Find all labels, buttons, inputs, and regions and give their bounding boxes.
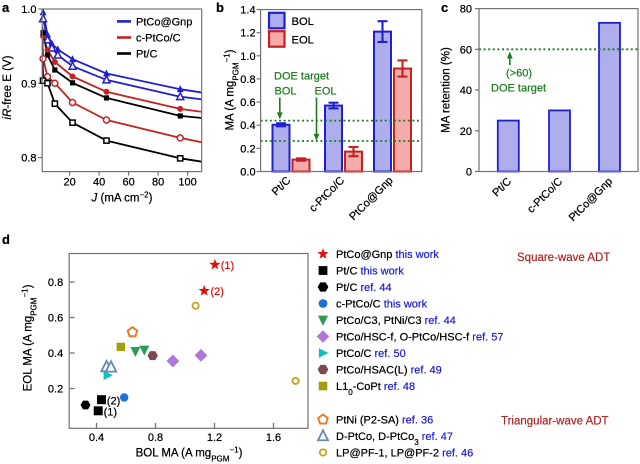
svg-text:0.8: 0.8 (148, 432, 163, 444)
svg-text:PtCo@Gnp this work: PtCo@Gnp this work (336, 249, 439, 261)
svg-text:PtCo@Gnp: PtCo@Gnp (567, 176, 615, 224)
svg-text:0.4: 0.4 (89, 432, 104, 444)
svg-text:60: 60 (460, 44, 472, 56)
svg-text:40: 40 (93, 177, 105, 189)
svg-text:0.4: 0.4 (48, 348, 63, 360)
svg-text:BOL: BOL (292, 16, 314, 28)
svg-text:(2): (2) (107, 396, 120, 408)
svg-text:(1): (1) (104, 406, 117, 418)
svg-text:0.6: 0.6 (240, 97, 255, 109)
svg-text:BOL MA (A mgPGM−1): BOL MA (A mgPGM−1) (136, 445, 243, 463)
svg-text:20: 20 (63, 177, 75, 189)
svg-text:LP@PF-1, LP@PF-2 ref. 46: LP@PF-1, LP@PF-2 ref. 46 (336, 448, 473, 460)
svg-text:Pt/C: Pt/C (490, 176, 514, 200)
svg-text:1.0: 1.0 (240, 51, 255, 63)
svg-text:Pt/C: Pt/C (136, 48, 157, 60)
svg-text:Pt/C: Pt/C (270, 175, 294, 199)
svg-text:0.4: 0.4 (240, 120, 255, 132)
svg-text:0.2: 0.2 (48, 384, 63, 396)
svg-text:PtCo/HSAC(L) ref. 49: PtCo/HSAC(L) ref. 49 (336, 365, 442, 377)
svg-text:0.9: 0.9 (21, 78, 36, 90)
svg-text:BOL: BOL (275, 86, 297, 98)
svg-text:c-PtCo/C: c-PtCo/C (136, 32, 181, 44)
svg-text:(>60): (>60) (506, 68, 532, 80)
svg-text:Triangular-wave ADT: Triangular-wave ADT (501, 416, 609, 428)
svg-text:d: d (2, 232, 10, 247)
svg-text:Pt/C this work: Pt/C this work (336, 266, 404, 278)
svg-text:MA retention (%): MA retention (%) (441, 47, 453, 133)
svg-text:80: 80 (460, 4, 472, 16)
svg-text:DOE target: DOE target (491, 83, 546, 95)
svg-text:a: a (2, 0, 10, 15)
svg-text:PtCo@Gnp: PtCo@Gnp (136, 16, 192, 28)
svg-text:Square-wave ADT: Square-wave ADT (517, 252, 610, 264)
svg-text:PtCo/C3, PtNi/C3 ref. 44: PtCo/C3, PtNi/C3 ref. 44 (336, 315, 456, 327)
svg-text:b: b (216, 0, 224, 15)
svg-text:(2): (2) (211, 286, 224, 298)
svg-text:0.8: 0.8 (48, 277, 63, 289)
svg-text:40: 40 (460, 85, 472, 97)
svg-text:60: 60 (122, 177, 134, 189)
svg-text:20: 20 (460, 126, 472, 138)
svg-text:MA (A mgPGM−1): MA (A mgPGM−1) (222, 49, 240, 130)
svg-text:c-PtCo/C this work: c-PtCo/C this work (336, 299, 428, 311)
svg-text:c-PtCo/C: c-PtCo/C (525, 176, 565, 216)
svg-text:0.8: 0.8 (240, 74, 255, 86)
svg-text:0: 0 (466, 167, 472, 179)
svg-text:EOL: EOL (315, 86, 337, 98)
svg-text:1.6: 1.6 (266, 432, 281, 444)
svg-text:0.2: 0.2 (240, 143, 255, 155)
svg-text:(1): (1) (221, 260, 234, 272)
svg-text:1.2: 1.2 (207, 432, 222, 444)
svg-text:0.6: 0.6 (48, 313, 63, 325)
svg-text:Pt/C ref. 44: Pt/C ref. 44 (336, 282, 392, 294)
svg-text:c: c (441, 0, 448, 15)
svg-text:1.2: 1.2 (240, 28, 255, 40)
svg-text:c-PtCo/C: c-PtCo/C (307, 175, 347, 215)
svg-text:PtCo@Gnp: PtCo@Gnp (347, 175, 395, 223)
svg-text:1.4: 1.4 (240, 5, 255, 17)
svg-text:DOE target: DOE target (274, 70, 329, 82)
svg-text:80: 80 (152, 177, 164, 189)
svg-text:J (mA cm−2): J (mA cm−2) (91, 190, 153, 205)
svg-text:PtCo/C ref. 50: PtCo/C ref. 50 (336, 348, 406, 360)
svg-text:1.0: 1.0 (21, 4, 36, 16)
svg-text:100: 100 (178, 177, 196, 189)
svg-text:EOL: EOL (292, 34, 314, 46)
svg-text:0.8: 0.8 (21, 153, 36, 165)
svg-text:iR-free E (V): iR-free E (V) (2, 55, 14, 119)
svg-text:D-PtCo, D-PtCo3 ref. 47: D-PtCo, D-PtCo3 ref. 47 (336, 431, 453, 447)
svg-text:0.0: 0.0 (240, 167, 255, 179)
svg-text:EOL MA (A mgPGM−1): EOL MA (A mgPGM−1) (20, 284, 38, 391)
svg-text:PtCo/HSC-f, O-PtCo/HSC-f ref.: PtCo/HSC-f, O-PtCo/HSC-f ref. 57 (336, 332, 503, 344)
svg-text:PtNi (P2-SA) ref. 36: PtNi (P2-SA) ref. 36 (336, 415, 433, 427)
svg-text:L10-CoPt ref. 48: L10-CoPt ref. 48 (336, 381, 415, 397)
